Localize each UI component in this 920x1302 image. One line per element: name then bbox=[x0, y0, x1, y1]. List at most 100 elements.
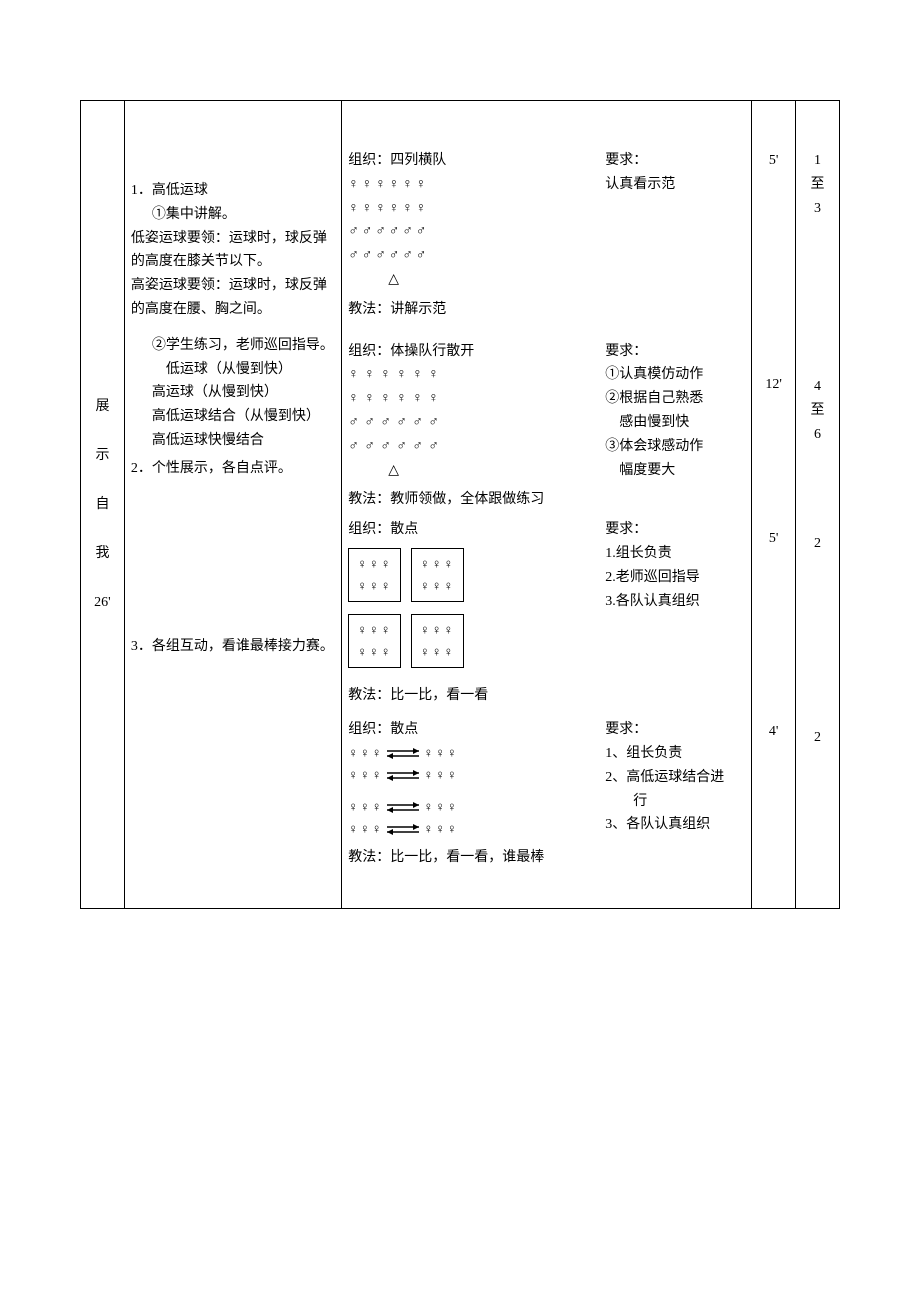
rl4-right: ♀♀♀ bbox=[423, 818, 458, 840]
b2-req3: ③体会球感动作 bbox=[605, 435, 745, 459]
b1-req1: 认真看示范 bbox=[605, 173, 745, 197]
b1-row-f2: ♀♀♀♀♀♀ bbox=[348, 197, 599, 221]
b2-row-m1: ♂ ♂ ♂ ♂ ♂ ♂ bbox=[348, 411, 599, 435]
item2-title: 个性展示，各自点评。 bbox=[152, 461, 292, 476]
gb4-b: ♀♀♀ bbox=[420, 644, 455, 659]
reps-2b: 至 bbox=[798, 399, 837, 423]
b4-req3: 3、各队认真组织 bbox=[605, 813, 745, 837]
b2-row-f1: ♀ ♀ ♀ ♀ ♀ ♀ bbox=[348, 363, 599, 387]
b4-req1: 1、组长负责 bbox=[605, 742, 745, 766]
time-3: 5' bbox=[754, 527, 793, 551]
org-block-4: 组织：散点 ♀♀♀ ♀♀♀ ♀♀♀ ♀♀♀ ♀♀♀ bbox=[348, 718, 745, 840]
b1-row-f1: ♀♀♀♀♀♀ bbox=[348, 173, 599, 197]
content-item-2: 2．个性展示，各自点评。 bbox=[131, 457, 335, 481]
b2-row-m2: ♂ ♂ ♂ ♂ ♂ ♂ bbox=[348, 435, 599, 459]
b1-req-label: 要求： bbox=[605, 149, 745, 173]
b1-tri: △ bbox=[388, 268, 599, 292]
b4-org-label: 组织：散点 bbox=[348, 722, 418, 737]
b1-org-label: 组织：四列横队 bbox=[348, 153, 446, 168]
b2-method: 教法：教师领做，全体跟做练习 bbox=[348, 488, 745, 512]
gb3-b: ♀♀♀ bbox=[357, 644, 392, 659]
item1-title: 高低运球 bbox=[152, 183, 208, 198]
rl4-left: ♀♀♀ bbox=[348, 818, 383, 840]
reps-2c: 6 bbox=[798, 423, 837, 447]
item1-c: 高低运球结合（从慢到快） bbox=[131, 405, 335, 429]
b3-org-label: 组织：散点 bbox=[348, 522, 418, 537]
section-label-cell: 展 示 自 我 26' bbox=[81, 101, 125, 909]
gb1-b: ♀♀♀ bbox=[357, 578, 392, 593]
b1-row-m2: ♂♂♂♂♂♂ bbox=[348, 244, 599, 268]
b2-req2: ②根据自己熟悉 bbox=[605, 387, 745, 411]
b1-method: 教法：讲解示范 bbox=[348, 298, 745, 322]
reps-2a: 4 bbox=[798, 375, 837, 399]
content-item-3: 3．各组互动，看谁最棒接力赛。 bbox=[131, 635, 335, 659]
item1-low: 低姿运球要领：运球时，球反弹的高度在膝关节以下。 bbox=[131, 227, 335, 275]
item1-sub2: ②学生练习，老师巡回指导。 bbox=[152, 334, 335, 358]
b3-req-label: 要求： bbox=[605, 518, 745, 542]
b4-req2b: 行 bbox=[605, 790, 745, 814]
b2-tri: △ bbox=[388, 459, 599, 483]
b2-row-f2: ♀ ♀ ♀ ♀ ♀ ♀ bbox=[348, 387, 599, 411]
b3-method: 教法：比一比，看一看 bbox=[348, 684, 745, 708]
b3-req1: 1.组长负责 bbox=[605, 542, 745, 566]
item2-num: 2． bbox=[131, 461, 152, 476]
gb4-t: ♀♀♀ bbox=[420, 622, 455, 637]
item1-sub1: ①集中讲解。 bbox=[152, 203, 335, 227]
reps-cell: 1 至 3 4 至 6 2 2 bbox=[796, 101, 840, 909]
item1-d: 高低运球快慢结合 bbox=[131, 429, 335, 453]
gb3-t: ♀♀♀ bbox=[357, 622, 392, 637]
rl2-right: ♀♀♀ bbox=[423, 764, 458, 786]
gb1-t: ♀♀♀ bbox=[357, 556, 392, 571]
label-char-3: 自 bbox=[95, 480, 109, 529]
double-arrow-icon bbox=[385, 768, 421, 782]
reps-1b: 至 bbox=[798, 173, 837, 197]
group-box-3: ♀♀♀ ♀♀♀ bbox=[348, 614, 401, 668]
gb2-b: ♀♀♀ bbox=[420, 578, 455, 593]
org-block-2: 组织：体操队行散开 ♀ ♀ ♀ ♀ ♀ ♀ ♀ ♀ ♀ ♀ ♀ ♀ ♂ ♂ ♂ … bbox=[348, 340, 745, 483]
relay-line-2: ♀♀♀ ♀♀♀ bbox=[348, 764, 599, 786]
rl3-right: ♀♀♀ bbox=[423, 796, 458, 818]
item1-num: 1． bbox=[131, 183, 152, 198]
item3-num: 3． bbox=[131, 639, 152, 654]
item1-a: 低运球（从慢到快） bbox=[131, 358, 335, 382]
b2-req3b: 幅度要大 bbox=[605, 459, 745, 483]
time-2: 12' bbox=[754, 373, 793, 397]
rl3-left: ♀♀♀ bbox=[348, 796, 383, 818]
group-box-2: ♀♀♀ ♀♀♀ bbox=[411, 548, 464, 602]
group-box-4: ♀♀♀ ♀♀♀ bbox=[411, 614, 464, 668]
time-1: 5' bbox=[754, 149, 793, 173]
item1-b: 高运球（从慢到快） bbox=[131, 381, 335, 405]
time-cell: 5' 12' 5' 4' bbox=[752, 101, 796, 909]
rl2-left: ♀♀♀ bbox=[348, 764, 383, 786]
organization-cell: 组织：四列横队 ♀♀♀♀♀♀ ♀♀♀♀♀♀ ♂♂♂♂♂♂ ♂♂♂♂♂♂ △ 要求… bbox=[342, 101, 752, 909]
rl1-left: ♀♀♀ bbox=[348, 742, 383, 764]
content-item-1: 1．高低运球 ①集中讲解。 低姿运球要领：运球时，球反弹的高度在膝关节以下。 高… bbox=[131, 179, 335, 453]
b3-req3: 3.各队认真组织 bbox=[605, 590, 745, 614]
item3-title: 各组互动，看谁最棒接力赛。 bbox=[152, 639, 334, 654]
org-block-3: 组织：散点 ♀♀♀ ♀♀♀ ♀♀♀ ♀♀♀ bbox=[348, 518, 745, 678]
reps-1c: 3 bbox=[798, 197, 837, 221]
relay-line-1: ♀♀♀ ♀♀♀ bbox=[348, 742, 599, 764]
double-arrow-icon bbox=[385, 822, 421, 836]
label-total-time: 26' bbox=[94, 578, 111, 627]
double-arrow-icon bbox=[385, 800, 421, 814]
b4-req2: 2、高低运球结合进 bbox=[605, 766, 745, 790]
reps-4: 2 bbox=[798, 726, 837, 750]
gb2-t: ♀♀♀ bbox=[420, 556, 455, 571]
lesson-plan-table: 展 示 自 我 26' 1．高低运球 ①集中讲解。 低姿运球要领：运球时，球反弹… bbox=[80, 100, 840, 909]
double-arrow-icon bbox=[385, 746, 421, 760]
item1-high: 高姿运球要领：运球时，球反弹的高度在腰、胸之间。 bbox=[131, 274, 335, 322]
b1-row-m1: ♂♂♂♂♂♂ bbox=[348, 220, 599, 244]
b2-req1: ①认真模仿动作 bbox=[605, 363, 745, 387]
b2-req-label: 要求： bbox=[605, 340, 745, 364]
time-4: 4' bbox=[754, 720, 793, 744]
content-cell: 1．高低运球 ①集中讲解。 低姿运球要领：运球时，球反弹的高度在膝关节以下。 高… bbox=[124, 101, 341, 909]
b2-org-label: 组织：体操队行散开 bbox=[348, 344, 474, 359]
reps-3: 2 bbox=[798, 532, 837, 556]
rl1-right: ♀♀♀ bbox=[423, 742, 458, 764]
reps-1a: 1 bbox=[798, 149, 837, 173]
label-char-2: 示 bbox=[95, 431, 109, 480]
relay-line-4: ♀♀♀ ♀♀♀ bbox=[348, 818, 599, 840]
relay-line-3: ♀♀♀ ♀♀♀ bbox=[348, 796, 599, 818]
label-char-4: 我 bbox=[95, 529, 109, 578]
